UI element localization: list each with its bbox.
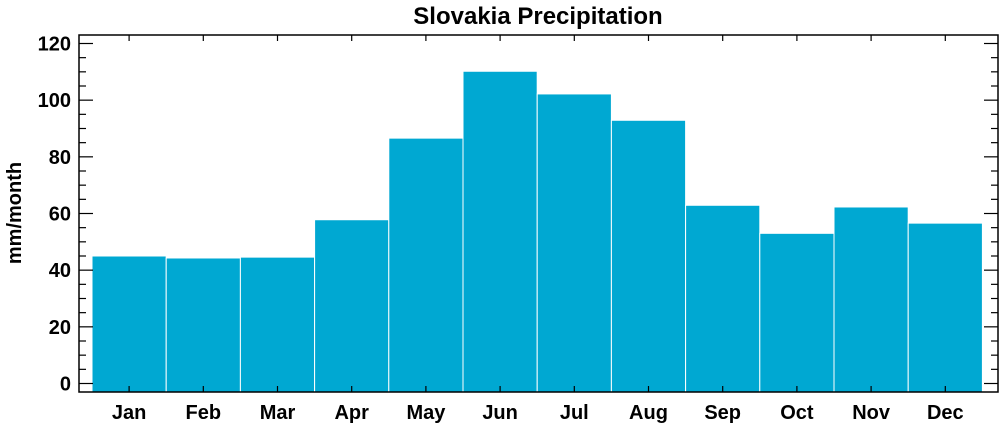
x-ticks-group: Jan Feb Mar Apr May Jun Jul Aug Sep Oct Nov Dec: [112, 35, 964, 424]
x-tick-label: Sep: [704, 402, 741, 424]
y-tick-label: 80: [49, 147, 71, 169]
x-tick-label: Aug: [629, 402, 668, 424]
y-tick-label: 60: [49, 204, 71, 226]
bar-oct: [759, 232, 835, 393]
y-tick-label: 100: [38, 90, 71, 112]
y-axis-label: mm/month: [4, 162, 26, 264]
x-tick-label: Feb: [186, 402, 222, 424]
y-ticks-group: 0 20 40 60 80 100 120: [38, 34, 998, 396]
x-tick-label: Dec: [927, 402, 964, 424]
bar-mar: [239, 256, 316, 393]
x-tick-label: Apr: [334, 402, 369, 424]
bar-jan: [91, 255, 167, 393]
x-tick-label: Nov: [852, 402, 891, 424]
x-tick-label: Mar: [260, 402, 296, 424]
bar-jul: [536, 93, 612, 393]
y-tick-label: 0: [60, 374, 71, 396]
bar-jun: [462, 70, 538, 393]
y-tick-label: 20: [49, 317, 71, 339]
bar-feb: [165, 257, 241, 393]
x-tick-label: Jun: [482, 402, 518, 424]
x-tick-label: Jan: [112, 402, 146, 424]
y-tick-label: 120: [38, 34, 71, 56]
bar-dec: [907, 222, 983, 393]
x-tick-label: Jul: [560, 402, 589, 424]
bars-group: [91, 70, 983, 393]
chart-title: Slovakia Precipitation: [413, 3, 662, 30]
bar-apr: [314, 219, 390, 393]
x-tick-label: May: [406, 402, 446, 424]
bar-nov: [833, 206, 909, 393]
y-tick-label: 40: [49, 260, 71, 282]
bar-sep: [685, 204, 761, 393]
bar-may: [388, 137, 464, 393]
bar-aug: [610, 119, 687, 393]
x-tick-label: Oct: [780, 402, 814, 424]
plot-frame: [78, 34, 999, 393]
